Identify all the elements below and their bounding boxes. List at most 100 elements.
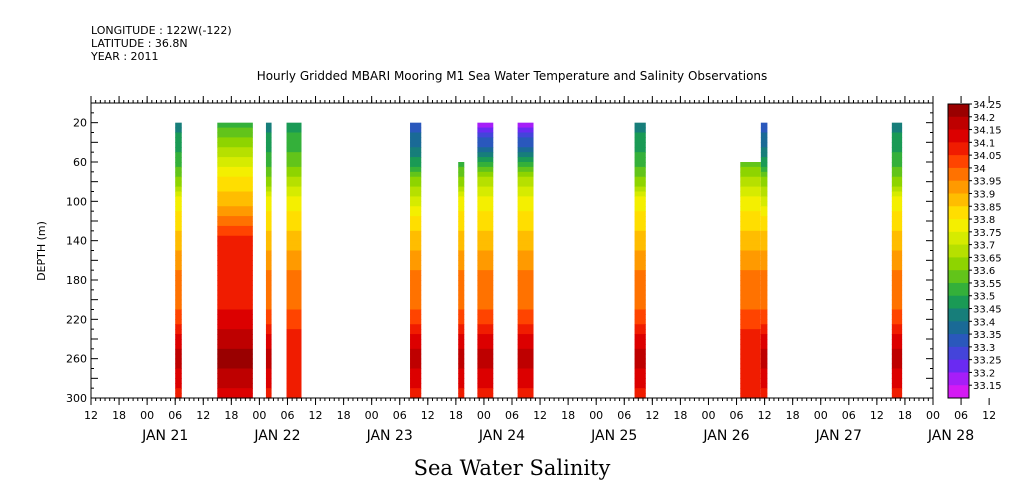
colorbar-swatch	[948, 257, 969, 271]
salinity-cell	[477, 343, 494, 350]
salinity-cell	[740, 211, 761, 217]
x-tick-label: 12	[421, 409, 435, 422]
data-segment	[217, 122, 253, 399]
salinity-cell	[217, 289, 253, 296]
salinity-cell	[740, 216, 761, 222]
salinity-cell	[740, 339, 761, 345]
y-tick-label: 140	[66, 235, 87, 248]
salinity-cell	[634, 260, 646, 266]
salinity-cell	[217, 324, 253, 330]
salinity-cell	[410, 275, 422, 281]
salinity-cell	[477, 353, 494, 360]
salinity-cell	[477, 122, 494, 129]
salinity-cell	[175, 378, 182, 384]
salinity-cell	[760, 225, 768, 232]
salinity-cell	[517, 166, 534, 173]
x-day-label: JAN 24	[478, 428, 525, 444]
salinity-cell	[634, 353, 646, 360]
salinity-cell	[265, 334, 272, 340]
salinity-cell	[634, 235, 646, 242]
x-tick-label: 00	[477, 409, 491, 422]
salinity-cell	[740, 235, 761, 242]
salinity-cell	[634, 339, 646, 345]
salinity-cell	[175, 289, 182, 296]
x-tick-label: 18	[786, 409, 800, 422]
salinity-cell	[458, 339, 465, 345]
salinity-cell	[458, 260, 465, 266]
colorbar-label: 33.3	[973, 343, 995, 354]
salinity-cell	[740, 225, 761, 232]
colorbar-frame	[947, 103, 970, 399]
salinity-cell	[891, 245, 903, 252]
salinity-cell	[175, 245, 182, 252]
salinity-cell	[458, 221, 465, 227]
salinity-cell	[760, 186, 768, 193]
x-tick-label: 00	[814, 409, 828, 422]
colorbar-swatch	[948, 167, 969, 182]
salinity-cell	[175, 334, 182, 340]
salinity-cell	[217, 275, 253, 281]
salinity-cell	[760, 383, 768, 389]
salinity-cell	[891, 319, 903, 325]
salinity-cell	[517, 122, 534, 129]
salinity-cell	[634, 348, 646, 355]
salinity-cell	[458, 343, 465, 350]
salinity-cell	[517, 348, 534, 355]
salinity-cell	[477, 162, 494, 168]
salinity-cell	[410, 127, 422, 134]
salinity-cell	[634, 280, 646, 286]
salinity-cell	[760, 289, 768, 296]
salinity-cell	[477, 358, 494, 365]
salinity-cell	[265, 368, 272, 375]
salinity-cell	[217, 122, 253, 129]
salinity-cell	[891, 211, 903, 217]
salinity-cell	[175, 147, 182, 153]
salinity-cell	[286, 294, 302, 301]
salinity-cell	[891, 348, 903, 355]
y-tick-label: 60	[73, 156, 87, 169]
salinity-cell	[458, 368, 465, 375]
colorbar-swatch	[948, 308, 969, 322]
salinity-cell	[286, 211, 302, 217]
x-tick-label: 06	[954, 409, 968, 422]
salinity-cell	[760, 265, 768, 271]
salinity-cell	[175, 201, 182, 207]
salinity-cell	[760, 211, 768, 217]
salinity-cell	[410, 284, 422, 291]
salinity-cell	[740, 230, 761, 237]
x-tick-label: 00	[252, 409, 266, 422]
salinity-cell	[286, 206, 302, 212]
salinity-cell	[477, 314, 494, 320]
y-tick-label: 180	[66, 274, 87, 287]
x-tick-label: 06	[505, 409, 519, 422]
salinity-cell	[517, 260, 534, 266]
salinity-cell	[175, 225, 182, 232]
x-tick-label: 12	[196, 409, 210, 422]
salinity-cell	[891, 132, 903, 139]
salinity-cell	[477, 216, 494, 222]
salinity-cell	[740, 314, 761, 320]
salinity-cell	[760, 137, 768, 143]
colorbar-label: 33.75	[973, 228, 1002, 239]
salinity-cell	[175, 122, 182, 129]
salinity-cell	[175, 166, 182, 173]
salinity-cell	[634, 196, 646, 202]
colorbar-label: 33.25	[973, 356, 1002, 367]
salinity-cell	[265, 363, 272, 370]
salinity-cell	[634, 383, 646, 389]
salinity-cell	[891, 240, 903, 247]
salinity-cell	[891, 275, 903, 281]
salinity-cell	[265, 186, 272, 193]
salinity-cell	[286, 314, 302, 320]
colorbar-swatch	[948, 180, 969, 194]
salinity-cell	[286, 304, 302, 311]
salinity-cell	[517, 245, 534, 252]
salinity-cell	[517, 309, 534, 316]
salinity-cell	[286, 176, 302, 183]
salinity-cell	[740, 368, 761, 375]
salinity-cell	[175, 255, 182, 261]
salinity-cell	[634, 157, 646, 163]
x-tick-label: 06	[393, 409, 407, 422]
salinity-cell	[760, 176, 768, 183]
salinity-cell	[477, 255, 494, 261]
